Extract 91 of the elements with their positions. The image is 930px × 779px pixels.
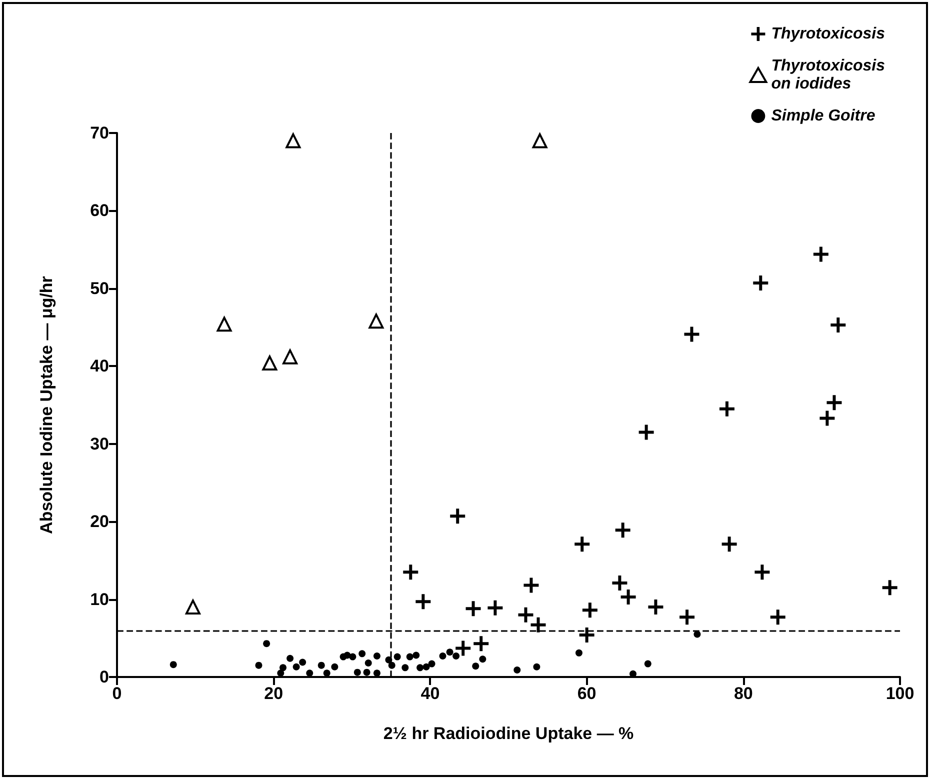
point (255, 662, 262, 669)
x-axis-title: 2½ hr Radioiodine Uptake — % (383, 724, 634, 743)
point (615, 522, 630, 538)
point (532, 133, 548, 148)
point (282, 349, 298, 364)
point (830, 317, 846, 332)
point (582, 602, 598, 618)
point (323, 670, 330, 677)
y-tick-label: 20 (90, 512, 109, 532)
y-tick-label: 40 (90, 356, 109, 376)
point (648, 600, 664, 615)
x-tick-label: 80 (734, 684, 753, 703)
point (466, 601, 481, 616)
x-tick-label: 60 (577, 684, 596, 703)
legend-label: Thyrotoxicosis (771, 26, 886, 42)
point (394, 653, 401, 660)
point (406, 653, 414, 660)
point (754, 564, 770, 580)
point (412, 652, 420, 659)
point (479, 656, 486, 663)
point (216, 316, 232, 332)
point (358, 650, 366, 658)
point (318, 662, 325, 669)
point (644, 660, 652, 668)
point (612, 575, 628, 590)
point (373, 670, 380, 677)
point (820, 410, 835, 426)
point (349, 653, 356, 660)
y-tick-label: 70 (90, 124, 109, 142)
point (574, 536, 590, 552)
point (306, 670, 314, 677)
point (422, 663, 430, 670)
point (770, 610, 786, 625)
point (280, 664, 286, 672)
x-tick-label: 100 (886, 684, 914, 703)
point (416, 594, 431, 610)
y-tick-label: 30 (90, 434, 109, 454)
point (722, 536, 737, 552)
point (684, 326, 700, 342)
x-tick-label: 40 (420, 684, 440, 703)
point (286, 133, 301, 148)
point (373, 652, 380, 660)
point (170, 661, 177, 668)
point (286, 654, 294, 662)
point (439, 652, 446, 660)
point (826, 395, 842, 410)
point (262, 356, 278, 371)
point (488, 600, 503, 616)
point (518, 607, 534, 622)
point (474, 636, 489, 652)
x-tick-label: 20 (264, 684, 284, 703)
point (428, 660, 436, 668)
point (292, 663, 300, 670)
point (450, 508, 466, 524)
point (638, 424, 654, 440)
legend-label: Thyrotoxicosis on iodides (771, 58, 886, 92)
point (524, 578, 539, 593)
point (882, 580, 898, 596)
point (354, 668, 361, 676)
point (719, 401, 734, 416)
point (530, 617, 546, 632)
point (680, 610, 695, 625)
point (363, 668, 370, 676)
legend-label: Simple Goitre (771, 108, 876, 124)
point (416, 664, 424, 672)
y-tick-label: 60 (90, 201, 109, 220)
point (620, 589, 636, 604)
point (402, 664, 409, 672)
point (364, 660, 372, 667)
y-axis-title: Absolute Iodine Uptake — μg/hr (37, 276, 56, 534)
y-tick-label: 0 (100, 668, 109, 686)
point (446, 648, 454, 656)
point (579, 628, 594, 643)
point (456, 640, 471, 656)
point (472, 662, 480, 670)
point (299, 658, 306, 666)
y-tick-label: 10 (90, 590, 109, 609)
point (331, 663, 338, 670)
point (753, 275, 768, 290)
point (452, 652, 460, 660)
point (514, 666, 521, 674)
point (403, 564, 418, 580)
point (813, 246, 828, 262)
y-tick-label: 50 (90, 278, 109, 298)
point (185, 600, 200, 615)
point (277, 670, 284, 677)
point (368, 314, 384, 329)
point (575, 649, 582, 656)
point (263, 640, 270, 648)
point (533, 663, 540, 670)
x-tick-label: 0 (112, 684, 122, 703)
